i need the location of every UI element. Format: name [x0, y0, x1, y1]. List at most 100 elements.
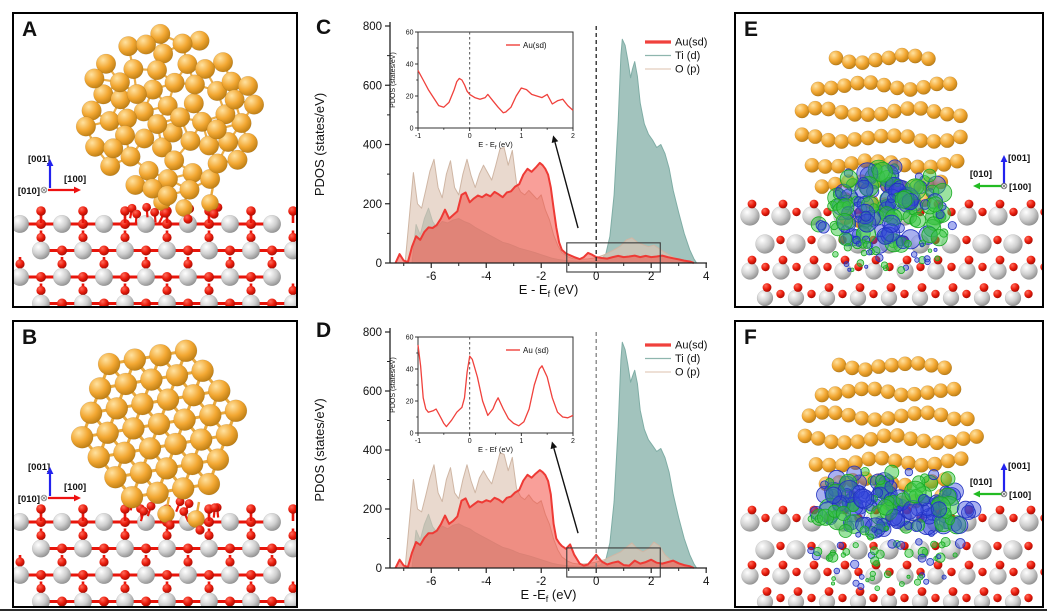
x-axis-label: E -Ef (eV)	[521, 587, 577, 604]
legend: Au(sd)Ti (d) O (p)	[645, 340, 707, 379]
svg-text:200: 200	[363, 504, 382, 516]
series-fill-Ti (d)	[412, 342, 697, 568]
legend-label: Au(sd)	[675, 340, 707, 352]
tio2-slab	[14, 200, 296, 306]
legend: Au(sd)Ti (d) O (p)	[645, 37, 707, 76]
panel-a-label: A	[22, 18, 38, 41]
svg-text:[010]: [010]	[18, 494, 40, 505]
panel-d-chart: D -6 -4 -2 0 2 4 0 200 400 600 800 E -Ef (eV) PDOS (…	[300, 315, 730, 613]
svg-text:20: 20	[406, 94, 414, 101]
svg-text:800: 800	[363, 327, 382, 339]
axis-triad: [001] [010] [100]	[970, 461, 1031, 501]
panel-a-graphic: [001] [100] [010]	[14, 23, 296, 306]
svg-text:2: 2	[648, 576, 654, 588]
svg-text:-4: -4	[481, 271, 492, 283]
svg-text:0: 0	[376, 563, 382, 575]
legend-label: Ti (d)	[675, 50, 700, 62]
svg-text:[001]: [001]	[28, 462, 50, 473]
panel-e-structure: E [001] [010] [100]	[734, 12, 1044, 308]
panel-f-structure: F [001] [010] [100]	[734, 320, 1044, 608]
svg-text:1: 1	[519, 133, 523, 140]
cluster-surface-contacts	[157, 496, 205, 535]
axis-triad: [001] [010] [100]	[970, 153, 1031, 193]
svg-text:-4: -4	[481, 576, 492, 588]
panel-b-label: B	[22, 326, 38, 349]
legend-label: O (p)	[675, 64, 700, 76]
panel-d-label: D	[316, 319, 332, 342]
charge-density-isosurfaces	[810, 159, 957, 275]
svg-text:40: 40	[406, 62, 414, 69]
svg-text:200: 200	[363, 199, 382, 211]
svg-text:2: 2	[648, 271, 654, 283]
zoom-region-box	[566, 242, 661, 273]
svg-text:0: 0	[410, 431, 414, 438]
svg-text:0: 0	[468, 438, 472, 445]
svg-text:20: 20	[406, 399, 414, 406]
gold-nanoparticle	[70, 339, 248, 509]
panel-c-chart: C -6 -4 -2 0 2 4 0 200 400 600 800 E - Ef (eV) PDOS …	[300, 12, 730, 308]
svg-text:Au (sd): Au (sd)	[523, 346, 549, 355]
y-axis-label: PDOS (states/eV)	[312, 398, 327, 501]
panel-f-graphic: [001] [010] [100]	[740, 356, 1042, 606]
legend-label: O (p)	[675, 367, 700, 379]
y-axis-label: PDOS (states/eV)	[312, 93, 327, 196]
zoom-region-box	[566, 547, 661, 578]
svg-text:4: 4	[703, 576, 710, 588]
svg-text:-6: -6	[426, 271, 436, 283]
svg-text:0: 0	[593, 576, 599, 588]
axis-triad: [001] [100] [010]	[18, 462, 86, 505]
tio2-slab	[740, 199, 1042, 306]
svg-text:[010]: [010]	[970, 169, 992, 180]
panel-a-structure: A [001] [100] [010]	[12, 12, 298, 308]
series-line-Au(sd)	[394, 469, 695, 569]
svg-text:[001]: [001]	[1008, 153, 1030, 164]
svg-text:PDOS (states/eV): PDOS (states/eV)	[390, 357, 397, 413]
svg-text:600: 600	[363, 386, 382, 398]
legend-label: Ti (d)	[675, 353, 700, 365]
svg-text:E - Ef (eV): E - Ef (eV)	[478, 140, 513, 151]
svg-text:[010]: [010]	[970, 477, 992, 488]
figure-bottom-rule	[0, 609, 1047, 611]
zoom-annotation-arrow	[550, 441, 579, 534]
svg-text:2: 2	[571, 438, 575, 445]
svg-text:-1: -1	[415, 133, 421, 140]
svg-text:[001]: [001]	[28, 154, 50, 165]
svg-text:400: 400	[363, 445, 382, 457]
svg-text:Au(sd): Au(sd)	[523, 41, 547, 50]
svg-text:E - Ef (eV): E - Ef (eV)	[478, 445, 514, 454]
panel-e-graphic: [001] [010] [100]	[740, 47, 1042, 306]
svg-text:60: 60	[406, 335, 414, 342]
svg-text:400: 400	[363, 140, 382, 152]
svg-text:40: 40	[406, 367, 414, 374]
svg-text:0: 0	[593, 271, 599, 283]
svg-text:4: 4	[703, 271, 710, 283]
zoom-annotation-arrow	[551, 135, 579, 229]
panel-e-label: E	[744, 18, 759, 41]
svg-text:[100]: [100]	[64, 482, 86, 493]
series-fill-Ti (d)	[412, 39, 697, 263]
panel-b-structure: B [001] [100] [010]	[12, 320, 298, 608]
panel-b-graphic: [001] [100] [010]	[14, 339, 296, 606]
series-line-Au(sd)	[394, 161, 695, 264]
pdos-series	[394, 341, 698, 569]
svg-text:0: 0	[468, 133, 472, 140]
svg-text:[100]: [100]	[1009, 490, 1031, 501]
panel-f-label: F	[744, 326, 757, 349]
svg-text:-1: -1	[415, 438, 421, 445]
svg-text:[100]: [100]	[1009, 182, 1031, 193]
svg-text:-6: -6	[426, 576, 436, 588]
axis-triad: [001] [100] [010]	[18, 154, 86, 197]
svg-text:800: 800	[363, 21, 382, 33]
panel-c-label: C	[316, 16, 332, 39]
svg-text:-2: -2	[536, 271, 546, 283]
legend-label: Au(sd)	[675, 37, 707, 49]
gold-nanoparticle	[75, 23, 264, 206]
x-axis-label: E - Ef (eV)	[519, 282, 579, 299]
svg-text:[001]: [001]	[1008, 461, 1030, 472]
